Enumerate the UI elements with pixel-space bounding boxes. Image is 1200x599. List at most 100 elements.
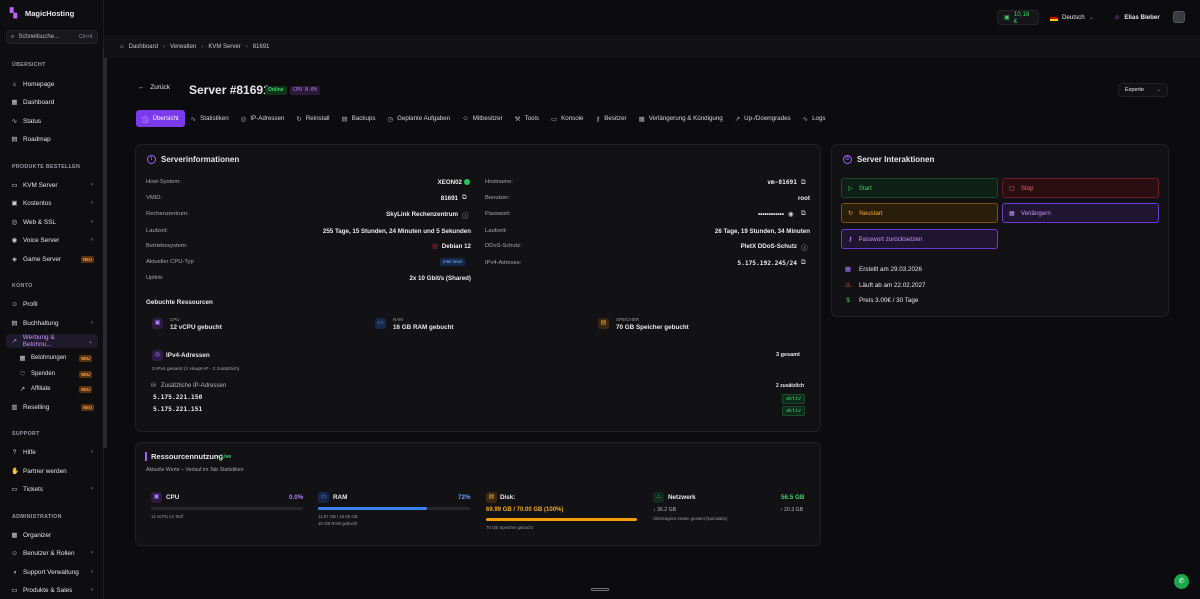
tab-logs[interactable]: ∿ Logs [797,110,832,127]
tab-uebersicht[interactable]: ⓘ Übersicht [136,110,185,127]
breadcrumb-separator: › [245,43,248,50]
button-label: Passwort zurücksetzen [858,235,923,243]
box-icon: ▣ [11,200,18,207]
sidebar-item-benutzer-rollen[interactable]: ☺ Benutzer & Rollen › [6,546,98,560]
sidebar-item-buchhaltung[interactable]: ▤ Buchhaltung › [6,316,98,330]
breadcrumb-link[interactable]: Dashboard [128,43,158,50]
section-label: ADMINISTRATION [12,514,62,520]
warning-icon: ⚠ [845,282,851,289]
tab-bar: ⓘ Übersicht ∿ Statistiken ◎ IP-Adressen ↻ Re… [136,109,831,128]
sidebar-item-support-verwaltung[interactable]: ◑ Support Verwaltung › [6,565,98,579]
info-label: Aktueller CPU-Typ [146,259,194,265]
section-label: KONTO [12,283,33,289]
start-button[interactable]: ▷ Start [841,178,998,198]
sidebar-item-hilfe[interactable]: ? Hilfe › [6,445,98,459]
tab-statistiken[interactable]: ∿ Statistiken [185,110,235,127]
sidebar-item-voice-server[interactable]: ◉ Voice Server › [6,233,98,247]
users-icon: ☺ [462,115,469,122]
username-value: root [797,195,810,202]
sidebar-item-organizer[interactable]: ▦ Organizer [6,528,98,542]
copy-icon[interactable]: ⧉ [462,194,467,201]
cpu-usage-bar [151,507,303,510]
sidebar-item-produkte-sales[interactable]: ▭ Produkte & Sales › [6,583,98,597]
tab-mitbesitzer[interactable]: ☺ Mitbesitzer [456,110,509,127]
sidebar-item-tickets[interactable]: ▭ Tickets › [6,482,98,496]
usage-ram-value: 72% [458,494,471,501]
os-value: Debian 12 [441,243,471,250]
sidebar-item-profil[interactable]: ☺ Profil [6,297,98,311]
tab-tools[interactable]: ⚒ Tools [509,110,545,127]
stop-button[interactable]: ▢ Stop [1002,178,1159,198]
chat-button[interactable]: ✆ [1174,574,1189,589]
sidebar-item-belohnungen[interactable]: ▦ Belohnungen NEU [14,351,96,365]
sidebar-item-partner[interactable]: ✋ Partner werden [6,464,98,478]
ip-address[interactable]: 5.175.221.151 [153,406,203,413]
restart-button[interactable]: ↻ Neustart [841,203,998,223]
user-menu[interactable]: ☺ Elias Bieber [1108,10,1172,25]
tab-konsole[interactable]: ▭ Konsole [545,110,590,127]
ram-icon: ▭ [375,318,386,329]
usage-ram-label: RAM [333,494,348,501]
back-button[interactable]: ← Zurück [138,84,170,91]
storage-icon: ▤ [598,318,609,329]
sidebar-item-spenden[interactable]: ♡ Spenden NEU [14,367,96,381]
mode-select[interactable]: Experte ⌄ [1118,83,1168,97]
gamepad-icon: ◈ [12,256,17,263]
sidebar-item-label: KVM Server [23,181,58,189]
tab-reinstall[interactable]: ↻ Reinstall [290,110,335,127]
tab-up-downgrades[interactable]: ↗ Up-/Downgrades [729,110,797,127]
sidebar-item-label: Roadmap [23,135,51,143]
tab-backups[interactable]: ▤ Backups [336,110,382,127]
sidebar-item-dashboard[interactable]: ▦ Dashboard [6,95,98,109]
sidebar-item-roadmap[interactable]: ▤ Roadmap [6,132,98,146]
cpu-icon: ▣ [152,318,163,329]
sidebar-item-affiliate[interactable]: ↗ Affiliate NEU [14,382,96,396]
tab-label: Reinstall [305,115,330,122]
sidebar-item-label: Werbung & Belohnu... [22,334,55,348]
tab-label: Übersicht [152,115,179,122]
sidebar-item-homepage[interactable]: ⌂ Homepage [6,77,98,91]
tab-besitzer[interactable]: ⚷ Besitzer [589,110,632,127]
sidebar-item-web-ssl[interactable]: ◎ Web & SSL › [6,215,98,229]
logo[interactable]: ▚ MagicHosting [10,9,74,19]
resources-title: Gebuchte Ressourcen [146,299,213,306]
page-title: Server #81691 [189,83,270,97]
sidebar-item-reselling[interactable]: ▥ Reselling NEU [6,400,98,414]
language-select[interactable]: Deutsch ⌄ [1044,10,1100,25]
info-circle-icon[interactable]: ⓘ [801,245,808,252]
breadcrumb-link[interactable]: Verwalten [169,43,197,50]
ip-address[interactable]: 5.175.221.150 [153,394,203,401]
button-label: Neustart [859,209,883,217]
ticket-icon: ▭ [11,486,18,493]
usage-ram-note: 16 GB RAM gebucht [318,521,358,526]
sidebar-item-kostentos[interactable]: ▣ Kostentos › [6,196,98,210]
sidebar-item-label: Belohnungen [31,355,67,361]
key-icon: ⚷ [848,235,853,243]
avatar[interactable] [1173,11,1185,23]
eye-icon[interactable]: ◉ [788,211,794,218]
sidebar-item-status[interactable]: ∿ Status [6,114,98,128]
search-input[interactable]: ⌕ Schnellsuche... Ctrl+K [6,30,98,44]
sidebar-scrollbar[interactable] [103,48,107,448]
resource-value: 16 GB RAM gebucht [393,324,454,331]
sidebar-item-kvm-server[interactable]: ▭ KVM Server › [6,178,98,192]
sidebar-item-label: Affiliate [31,386,51,392]
reset-password-button[interactable]: ⚷ Passwort zurücksetzen [841,229,998,249]
tools-icon: ⚒ [514,115,521,123]
sidebar-item-game-server[interactable]: ◈ Game Server NEU [6,252,98,266]
copy-icon[interactable]: ⧉ [801,259,806,266]
home-icon[interactable]: ⌂ [120,43,124,50]
copy-icon[interactable]: ⧉ [801,210,806,217]
extend-button[interactable]: ▦ Verlängern [1002,203,1159,223]
tab-ip-adressen[interactable]: ◎ IP-Adressen [235,110,291,127]
info-label: Passwort: [485,211,511,217]
sidebar-item-werbung[interactable]: ↗ Werbung & Belohnu... ⌄ [6,334,98,348]
breadcrumb-link[interactable]: KVM Server [208,43,241,50]
tab-verlaengerung[interactable]: ▦ Verlängerung & Kündigung [633,110,729,127]
copy-icon[interactable]: ⧉ [801,179,806,186]
balance-badge[interactable]: ▣ 10,18 € [997,10,1039,25]
info-circle-icon[interactable]: ⓘ [462,213,469,220]
tab-geplante-aufgaben[interactable]: ◷ Geplante Aufgaben [381,110,456,127]
new-badge: NEU [81,403,94,411]
usage-disk-note: 70 GB Speicher gebucht [486,525,533,530]
